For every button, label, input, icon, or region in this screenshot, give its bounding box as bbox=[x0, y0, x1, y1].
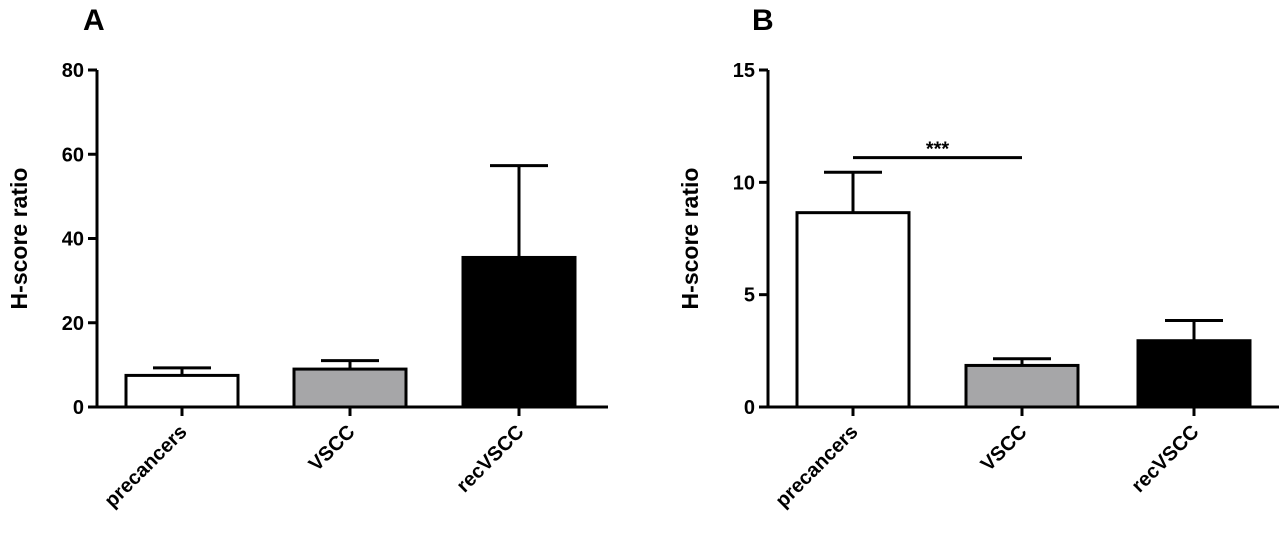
bar-precancers bbox=[795, 211, 911, 409]
x-category-label: precancers bbox=[100, 421, 191, 512]
y-tick-label: 10 bbox=[733, 172, 755, 194]
panel-b: B H-score ratio 0 5 10 15 precancers VSCC recVSC… bbox=[677, 4, 1279, 512]
panel-label: A bbox=[83, 4, 105, 37]
y-tick-label: 0 bbox=[73, 397, 84, 419]
y-tick-label: 15 bbox=[733, 60, 755, 82]
y-tick-label: 5 bbox=[744, 285, 755, 307]
y-axis-title: H-score ratio bbox=[677, 168, 703, 310]
bar-recvscc bbox=[1136, 339, 1252, 409]
panel-label: B bbox=[752, 4, 774, 37]
y-tick-label: 40 bbox=[62, 229, 84, 251]
x-category-label: recVSCC bbox=[1127, 421, 1203, 497]
bar-recvscc bbox=[461, 255, 577, 409]
y-tick-label: 0 bbox=[744, 397, 755, 419]
significance-label: *** bbox=[926, 139, 950, 161]
x-category-label: VSCC bbox=[305, 421, 360, 476]
bar-vscc bbox=[292, 367, 408, 409]
y-tick-label: 60 bbox=[62, 144, 84, 166]
y-axis-title: H-score ratio bbox=[6, 168, 32, 310]
bar-precancers bbox=[124, 373, 240, 409]
x-category-label: precancers bbox=[771, 421, 862, 512]
y-tick-label: 80 bbox=[62, 60, 84, 82]
panel-a: A H-score ratio 0 20 40 60 80 precancers VSCC rec… bbox=[6, 4, 608, 512]
x-category-label: recVSCC bbox=[452, 421, 528, 497]
bar-vscc bbox=[964, 363, 1080, 409]
x-category-label: VSCC bbox=[977, 421, 1032, 476]
y-tick-label: 20 bbox=[62, 313, 84, 335]
